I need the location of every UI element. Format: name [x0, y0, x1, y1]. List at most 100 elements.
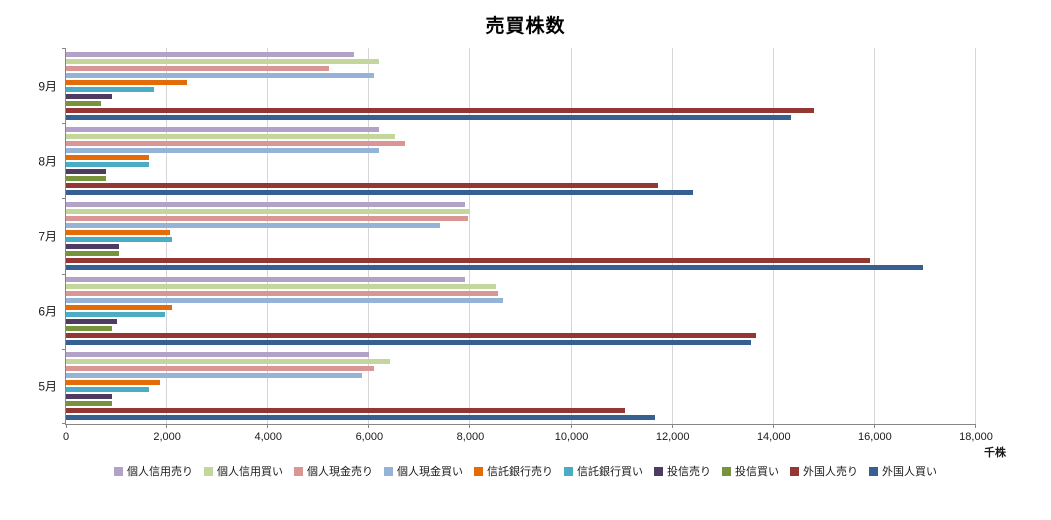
legend-label: 信託銀行売り [487, 466, 553, 478]
legend-item: 信託銀行買い [564, 463, 643, 479]
gridline [975, 48, 976, 424]
bar [66, 401, 112, 407]
gridline [166, 48, 168, 424]
bar [66, 333, 757, 339]
bar [66, 93, 112, 99]
bar [66, 359, 390, 365]
y-tick-mark [62, 123, 66, 125]
y-tick-mark [62, 198, 66, 200]
legend-swatch [204, 466, 213, 476]
legend-item: 個人信用売り [114, 463, 193, 479]
x-tick-label: 18,000 [959, 431, 993, 443]
bar [66, 264, 923, 270]
x-tick-mark [267, 424, 269, 428]
x-tick-label: 4,000 [254, 431, 282, 443]
bar [66, 126, 380, 132]
bar [66, 51, 355, 57]
bar [66, 312, 165, 318]
bar [66, 291, 499, 297]
bar [66, 415, 655, 421]
bar [66, 326, 112, 332]
y-tick-mark [62, 48, 66, 49]
y-axis-category-label: 8月 [38, 154, 57, 169]
x-tick-label: 16,000 [858, 431, 892, 443]
legend-item: 投信売り [654, 463, 711, 479]
x-tick-label: 8,000 [456, 431, 485, 443]
bar [66, 222, 441, 228]
legend-swatch [722, 466, 731, 476]
bar [66, 387, 150, 393]
y-axis-category-label: 6月 [38, 304, 57, 319]
x-tick-label: 0 [62, 431, 70, 443]
x-tick-label: 2,000 [153, 431, 181, 443]
bar [66, 319, 117, 325]
bar [66, 175, 107, 181]
gridline [671, 48, 673, 424]
bar [66, 161, 150, 167]
y-axis-category-label: 5月 [38, 379, 57, 394]
bar [66, 154, 150, 160]
x-axis-unit-label: 千株 [984, 447, 1006, 459]
legend-label: 外国人買い [882, 466, 937, 478]
legend-item: 外国人売り [790, 463, 858, 479]
x-tick-mark [873, 424, 875, 428]
bar [66, 380, 160, 386]
legend-swatch [294, 466, 303, 476]
bar [66, 352, 370, 358]
bar [66, 394, 112, 400]
bar [66, 168, 107, 174]
chart-title: 売買株数 [485, 16, 566, 37]
bar-group: 7月 [38, 198, 976, 273]
bar [66, 65, 329, 71]
bar [66, 208, 471, 214]
legend-label: 信託銀行買い [577, 466, 643, 478]
legend-swatch [384, 466, 393, 476]
legend-item: 個人信用買い [204, 463, 283, 479]
legend-label: 投信買い [735, 466, 779, 478]
x-tick-mark [368, 424, 370, 428]
legend-label: 個人現金売り [307, 466, 373, 478]
legend-item: 個人現金売り [294, 463, 373, 479]
bar [66, 182, 658, 188]
bar-group: 5月 [38, 349, 976, 424]
y-axis-category-label: 7月 [38, 229, 57, 244]
x-tick-label: 10,000 [554, 431, 589, 443]
legend-swatch [474, 466, 483, 476]
bar [66, 229, 170, 235]
bar [66, 257, 870, 263]
bar [66, 236, 173, 242]
x-tick-mark [166, 424, 168, 428]
bar [66, 250, 120, 256]
bar [66, 72, 375, 78]
legend-label: 投信売り [667, 466, 711, 478]
bar [66, 277, 466, 283]
plot-area: 0 2,000 4,000 6,000 8,000 10,000 12,000 14,000 1… [38, 48, 993, 443]
legend: 個人信用売り 個人信用買い 個人現金売り 個人現金買い 信託銀行売り 信託銀行買い 投信売り… [0, 463, 1051, 479]
bar [66, 243, 120, 249]
legend-label: 外国人売り [803, 466, 858, 478]
bar [66, 408, 625, 414]
bar [66, 298, 504, 304]
x-tick-label: 6,000 [355, 431, 384, 443]
legend-label: 個人信用売り [127, 466, 193, 478]
x-tick-mark [570, 424, 572, 428]
legend-swatch [114, 466, 123, 476]
x-tick-mark [975, 424, 976, 428]
bar [66, 340, 752, 346]
bar [66, 114, 792, 120]
x-tick-label: 12,000 [655, 431, 690, 443]
legend-label: 個人信用買い [217, 466, 283, 478]
legend-swatch [564, 466, 573, 476]
legend-item: 外国人買い [869, 463, 937, 479]
bar [66, 189, 693, 195]
bar-group: 8月 [38, 123, 976, 198]
gridline [267, 48, 269, 424]
bar [66, 86, 155, 92]
bar [66, 373, 362, 379]
bar [66, 58, 380, 64]
legend-swatch [869, 466, 878, 476]
y-tick-mark [62, 273, 66, 275]
y-tick-mark [62, 348, 66, 350]
legend-item: 信託銀行売り [474, 463, 553, 479]
